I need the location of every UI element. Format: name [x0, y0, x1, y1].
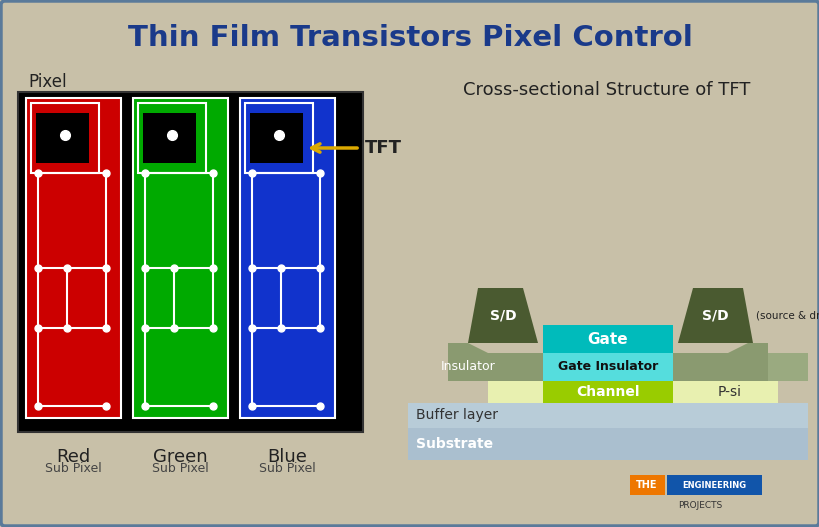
Bar — [26, 98, 121, 418]
Text: Gate: Gate — [587, 331, 627, 346]
Polygon shape — [468, 288, 537, 343]
Text: Green: Green — [152, 448, 207, 466]
Bar — [240, 98, 335, 418]
Text: Sub Pixel: Sub Pixel — [152, 462, 208, 475]
Text: Sub Pixel: Sub Pixel — [44, 462, 102, 475]
Bar — [542, 353, 672, 381]
Text: Gate Insulator: Gate Insulator — [557, 360, 658, 374]
Bar — [138, 103, 206, 173]
Bar — [629, 475, 664, 495]
Bar — [26, 98, 121, 418]
Bar — [408, 428, 807, 460]
Text: Channel: Channel — [576, 385, 639, 399]
Bar — [487, 381, 777, 403]
Bar — [542, 325, 672, 353]
Bar — [133, 98, 228, 418]
Bar — [542, 353, 672, 381]
Text: Thin Film Transistors Pixel Control: Thin Film Transistors Pixel Control — [128, 24, 691, 52]
Text: Gate: Gate — [587, 331, 627, 346]
Text: Cross-sectional Structure of TFT: Cross-sectional Structure of TFT — [463, 81, 749, 99]
Text: Sub Pixel: Sub Pixel — [258, 462, 315, 475]
Text: P-si: P-si — [717, 385, 741, 399]
Text: Buffer layer: Buffer layer — [415, 408, 497, 423]
Bar — [408, 403, 807, 428]
Polygon shape — [672, 343, 767, 381]
Bar — [245, 103, 313, 173]
Text: Blue: Blue — [267, 448, 306, 466]
Bar — [18, 92, 363, 432]
Text: TFT: TFT — [364, 139, 401, 157]
Text: S/D: S/D — [701, 308, 728, 323]
Bar — [250, 113, 303, 163]
Bar — [133, 98, 228, 418]
Text: THE: THE — [636, 480, 657, 490]
Bar — [542, 381, 672, 403]
Text: (source & drain): (source & drain) — [755, 310, 819, 320]
Bar — [666, 475, 761, 495]
Text: Pixel: Pixel — [28, 73, 66, 91]
Text: S/D: S/D — [489, 308, 516, 323]
Text: Red: Red — [56, 448, 90, 466]
Bar — [36, 113, 89, 163]
Bar — [447, 353, 807, 381]
Polygon shape — [447, 343, 542, 381]
Text: Gate Insulator: Gate Insulator — [557, 360, 658, 374]
Bar — [542, 325, 672, 353]
Bar — [31, 103, 99, 173]
Bar — [143, 113, 196, 163]
Text: PROJECTS: PROJECTS — [677, 501, 722, 510]
Bar — [240, 98, 335, 418]
Text: Substrate: Substrate — [415, 437, 492, 451]
Polygon shape — [677, 288, 752, 343]
Text: ENGINEERING: ENGINEERING — [681, 481, 745, 490]
Text: Insulator: Insulator — [440, 360, 495, 374]
